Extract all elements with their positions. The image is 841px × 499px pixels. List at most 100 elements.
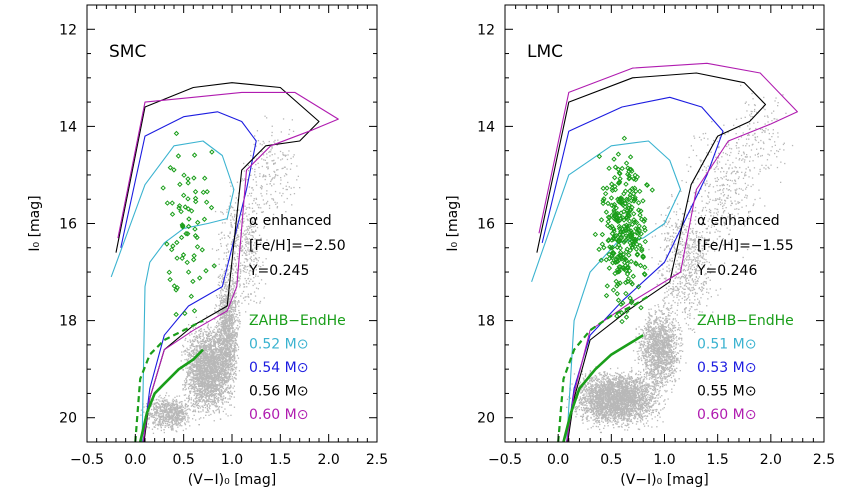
hb-star <box>631 274 635 278</box>
hb-star <box>185 260 189 264</box>
hb-star <box>187 217 191 221</box>
hb-star <box>620 166 624 170</box>
x-axis-label: (V−I)₀ [mag] <box>620 472 708 488</box>
hb-star <box>194 190 198 194</box>
hb-star <box>174 312 178 316</box>
x-tick-label: 2.0 <box>760 452 782 468</box>
hb-star <box>634 247 638 251</box>
hb-star <box>171 212 175 216</box>
hb-star <box>180 235 184 239</box>
hb-star <box>192 254 196 258</box>
annotation: Y=0.245 <box>248 263 309 279</box>
legend-entry: 0.52 M⊙ <box>249 337 308 353</box>
y-tick-label: 14 <box>477 119 495 135</box>
hb-star <box>201 190 205 194</box>
legend-entry: 0.55 M⊙ <box>697 384 756 400</box>
legend-entry: 0.54 M⊙ <box>249 360 308 376</box>
hb-star <box>597 247 601 251</box>
hb-star <box>174 288 178 292</box>
hb-stars <box>593 136 654 323</box>
hb-star <box>643 265 647 269</box>
hb-star <box>629 155 633 159</box>
hb-star <box>175 241 179 245</box>
annotation: [Fe/H]=−1.55 <box>697 238 794 254</box>
hb-star <box>198 276 202 280</box>
panel-label: LMC <box>527 42 563 62</box>
hb-star <box>620 320 624 324</box>
y-tick-label: 18 <box>477 314 495 330</box>
x-tick-label: 0.0 <box>124 452 146 468</box>
y-tick-label: 12 <box>477 22 495 38</box>
hb-star <box>209 206 213 210</box>
hb-star <box>196 220 200 224</box>
hb-star <box>186 197 190 201</box>
hb-star <box>174 131 178 135</box>
panel-label: SMC <box>109 42 146 62</box>
hb-star <box>622 136 626 140</box>
hb-star <box>605 294 609 298</box>
hb-star <box>615 292 619 296</box>
hb-star <box>194 196 198 200</box>
hb-star <box>627 219 631 223</box>
hb-star <box>616 152 620 156</box>
hb-star <box>641 199 645 203</box>
hb-star <box>168 166 172 170</box>
hb-star <box>604 210 608 214</box>
x-tick-label: 2.0 <box>318 452 340 468</box>
series-0-54-m- <box>121 112 256 442</box>
y-tick-label: 16 <box>59 217 77 233</box>
hb-star <box>624 182 628 186</box>
hb-star <box>616 298 620 302</box>
hb-star <box>611 288 615 292</box>
y-tick-label: 14 <box>59 119 77 135</box>
hb-star <box>175 256 179 260</box>
hb-star <box>178 182 182 186</box>
hb-star <box>639 264 643 268</box>
annotation: [Fe/H]=−2.50 <box>249 238 346 254</box>
x-tick-label: 0.5 <box>173 452 195 468</box>
y-axis-label: I₀ [mag] <box>445 195 461 251</box>
hb-star <box>196 245 200 249</box>
hb-star <box>192 309 196 313</box>
y-tick-label: 20 <box>59 411 77 427</box>
hb-star <box>161 186 165 190</box>
y-axis-label: I₀ [mag] <box>27 195 43 251</box>
hb-star <box>191 279 195 283</box>
hb-star <box>170 201 174 205</box>
legend-entry: ZAHB−EndHe <box>249 313 346 329</box>
hb-star <box>624 292 628 296</box>
x-tick-label: −0.5 <box>488 452 522 468</box>
x-tick-label: 1.5 <box>707 452 729 468</box>
hb-star <box>167 270 171 274</box>
legend-entry: ZAHB−EndHe <box>697 313 794 329</box>
hb-star <box>609 196 613 200</box>
hb-star <box>192 258 196 262</box>
hb-star <box>601 186 605 190</box>
hb-star <box>204 269 208 273</box>
legend-entry: 0.56 M⊙ <box>249 384 308 400</box>
hb-star <box>172 168 176 172</box>
hb-star <box>195 235 199 239</box>
hb-star <box>600 233 604 237</box>
series-zahb-endhe-endhe- <box>558 296 648 442</box>
hb-star <box>650 188 654 192</box>
hb-star <box>205 200 209 204</box>
hb-star <box>182 173 186 177</box>
x-tick-label: 1.0 <box>653 452 675 468</box>
x-tick-label: 0.5 <box>600 452 622 468</box>
y-tick-label: 20 <box>477 411 495 427</box>
y-tick-label: 16 <box>477 217 495 233</box>
x-tick-label: 0.0 <box>547 452 569 468</box>
hb-star <box>607 166 611 170</box>
hb-star <box>615 284 619 288</box>
hb-star <box>599 218 603 222</box>
annotation: Y=0.246 <box>696 263 757 279</box>
hb-star <box>176 154 180 158</box>
legend-entry: 0.60 M⊙ <box>249 407 308 423</box>
hb-star <box>165 201 169 205</box>
x-tick-label: 2.5 <box>366 452 388 468</box>
hb-star <box>610 182 614 186</box>
